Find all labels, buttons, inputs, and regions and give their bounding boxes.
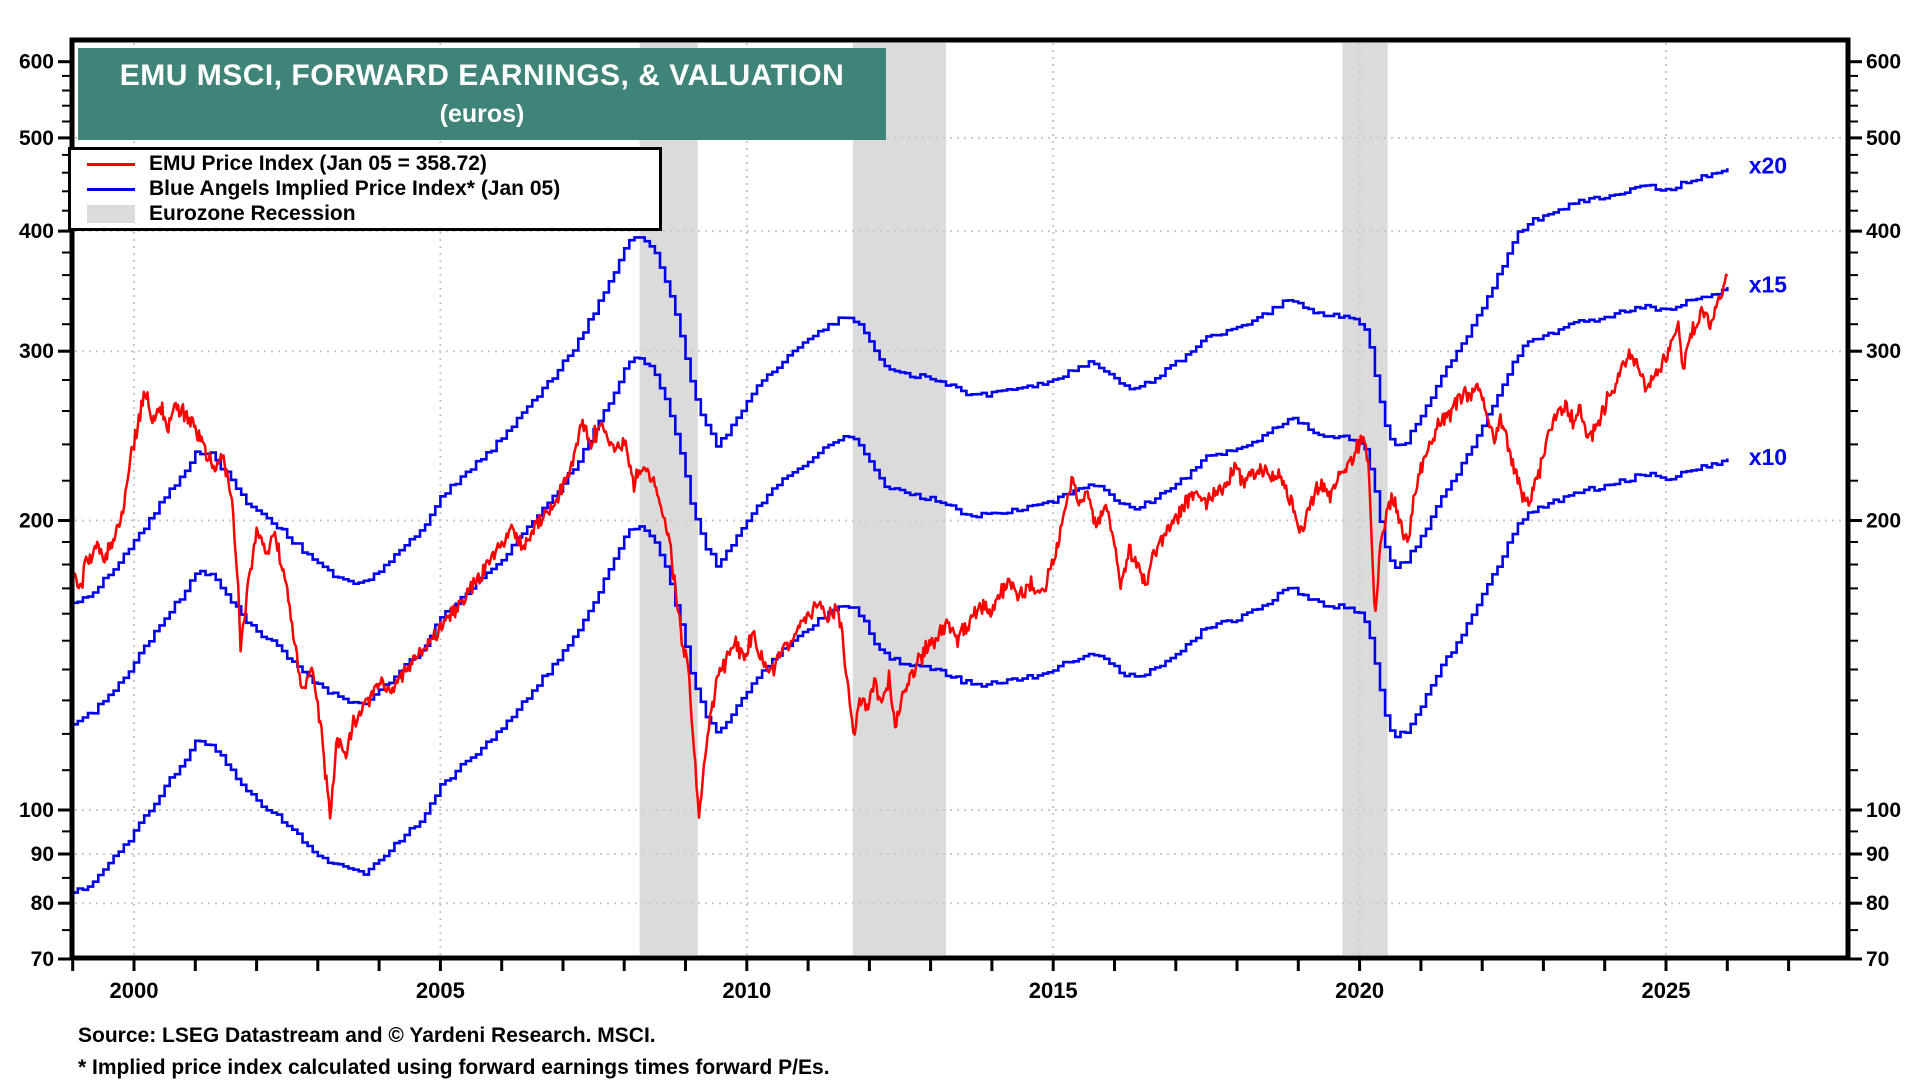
x-axis-label: 2010 [722,978,771,1003]
y-axis-label-left: 400 [19,220,54,243]
y-axis-label-left: 80 [31,892,54,915]
series-blue-angels-x15-line [74,287,1729,726]
y-axis-label-left: 100 [19,799,54,822]
y-axis-label-left: 300 [19,340,54,363]
y-axis-label-right: 70 [1866,948,1889,971]
y-axis-label-right: 200 [1866,510,1901,533]
legend-item-recession: Eurozone Recession [71,201,659,226]
legend-item-price-index: EMU Price Index (Jan 05 = 358.72) [71,152,659,177]
x-axis-label: 2025 [1642,978,1691,1003]
chart-title: EMU MSCI, FORWARD EARNINGS, & VALUATION [119,59,845,92]
chart-subtitle: (euros) [439,100,525,128]
legend-label: EMU Price Index (Jan 05 = 358.72) [149,152,487,176]
series-emu-price-index-line [74,273,1729,820]
y-axis-label-left: 500 [19,127,54,150]
x-axis-label: 2015 [1029,978,1078,1003]
pe-annotation-x10: x10 [1749,444,1787,470]
recession-band-swatch-icon [87,204,135,223]
y-axis-label-right: 400 [1866,220,1901,243]
pe-annotation-x20: x20 [1749,153,1787,179]
x-axis-label: 2005 [416,978,465,1003]
legend: EMU Price Index (Jan 05 = 358.72) Blue A… [68,147,662,231]
blue-line-swatch-icon [87,187,135,191]
legend-label: Blue Angels Implied Price Index* (Jan 05… [149,177,561,200]
series-blue-angels-x10-line [74,458,1729,894]
red-line-swatch-icon [87,162,135,166]
y-axis-label-right: 100 [1866,799,1901,822]
y-axis-label-left: 70 [31,948,54,971]
series-blue-angels-x20-line [74,168,1729,605]
legend-item-blue-angels: Blue Angels Implied Price Index* (Jan 05… [71,177,659,202]
y-axis-label-right: 600 [1866,51,1901,74]
chart-title-box: EMU MSCI, FORWARD EARNINGS, & VALUATION … [78,48,886,140]
pe-annotation-x15: x15 [1749,271,1788,297]
legend-label: Eurozone Recession [149,201,356,225]
y-axis-label-left: 600 [19,51,54,74]
y-axis-label-right: 500 [1866,127,1901,150]
recession-band [852,43,946,955]
y-axis-label-right: 80 [1866,892,1889,915]
x-axis-label: 2000 [110,978,159,1003]
y-axis-label-right: 300 [1866,340,1901,363]
footnote-text: * Implied price index calculated using f… [78,1056,830,1079]
x-axis-label: 2020 [1335,978,1384,1003]
plot-frame [69,37,1851,961]
y-axis-label-left: 200 [19,510,54,533]
source-text: Source: LSEG Datastream and © Yardeni Re… [78,1024,656,1047]
y-axis-label-right: 90 [1866,843,1889,866]
y-axis-label-left: 90 [31,843,54,866]
